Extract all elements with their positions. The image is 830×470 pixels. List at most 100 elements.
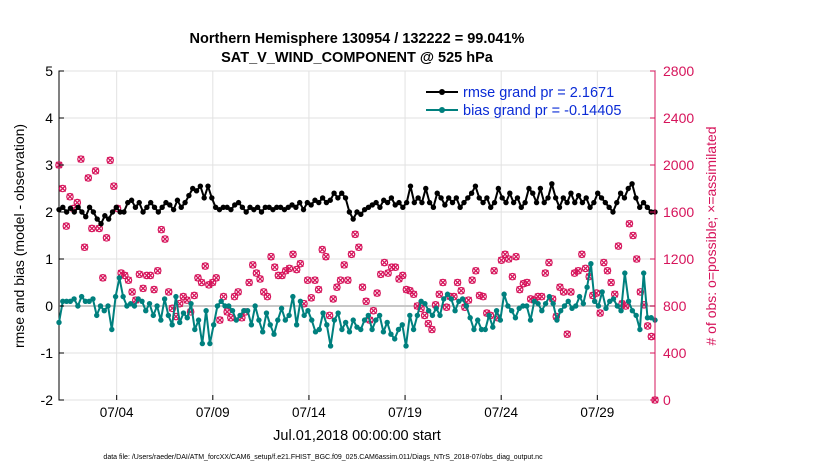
left-axis-ticks: -2 -1 0 1 2 3 4 5 — [41, 63, 64, 408]
bias-point — [501, 291, 507, 297]
rmse-point — [438, 195, 444, 201]
grid-lines — [59, 70, 655, 401]
bias-point — [358, 326, 364, 333]
obs-possible-marker — [384, 269, 392, 277]
obs-possible-marker — [139, 284, 147, 293]
right-tick-label: 1600 — [663, 204, 694, 220]
obs-assimilated-marker — [490, 267, 498, 275]
obs-possible-marker — [285, 264, 294, 273]
obs-count-point — [281, 266, 290, 275]
obs-count-point — [190, 291, 199, 300]
rmse-point — [518, 204, 524, 210]
obs-possible-marker — [600, 258, 608, 267]
obs-count-point — [603, 266, 612, 275]
obs-count-point — [380, 258, 389, 267]
obs-assimilated-marker — [468, 276, 476, 284]
bias-point — [588, 261, 594, 267]
rmse-point — [151, 204, 158, 210]
obs-assimilated-marker — [333, 283, 341, 291]
bias-point — [557, 308, 564, 314]
obs-assimilated-marker — [106, 156, 114, 164]
rmse-point — [514, 195, 521, 201]
obs-assimilated-marker — [578, 250, 586, 258]
bias-point — [94, 312, 100, 319]
rmse-point — [400, 204, 406, 210]
obs-assimilated-marker — [245, 279, 253, 286]
obs-count-point — [80, 243, 89, 252]
obs-possible-marker — [537, 292, 546, 301]
right-tick-label: 400 — [663, 345, 687, 361]
obs-possible-marker — [325, 311, 334, 320]
obs-possible-marker — [508, 272, 517, 281]
rmse-point — [358, 211, 364, 218]
rmse-point — [201, 195, 207, 201]
obs-assimilated-marker — [479, 293, 487, 301]
obs-possible-marker — [289, 250, 297, 259]
obs-count-point — [398, 271, 407, 280]
obs-possible-marker — [424, 319, 433, 328]
obs-assimilated-marker — [359, 283, 366, 291]
obs-count-point — [355, 243, 363, 252]
obs-count-point — [267, 252, 275, 261]
obs-possible-marker — [603, 266, 612, 275]
obs-possible-marker — [567, 288, 575, 296]
rmse-point — [182, 199, 188, 206]
obs-count-point — [559, 288, 568, 296]
obs-count-point — [289, 250, 297, 259]
rmse-point — [461, 199, 467, 206]
x-tick-label: 07/29 — [580, 405, 614, 420]
obs-possible-marker — [190, 291, 199, 300]
obs-possible-marker — [574, 266, 583, 275]
obs-assimilated-marker — [59, 185, 67, 192]
obs-possible-marker — [168, 304, 177, 313]
obs-count-point — [625, 219, 634, 228]
bias-point — [305, 308, 311, 314]
obs-count-point — [292, 265, 301, 274]
obs-count-point — [84, 174, 93, 182]
rmse-point — [552, 195, 559, 201]
obs-possible-marker — [355, 243, 363, 252]
obs-assimilated-marker — [596, 309, 604, 317]
obs-count-point — [358, 283, 367, 292]
bias-point — [116, 275, 123, 281]
bias-point — [101, 308, 107, 314]
x-tick-label: 07/14 — [292, 405, 326, 420]
obs-assimilated-marker — [348, 250, 355, 258]
obs-count-point — [523, 278, 531, 287]
left-tick-label: 2 — [45, 204, 53, 220]
obs-possible-marker — [515, 285, 524, 294]
bias-point — [376, 312, 383, 319]
obs-assimilated-marker — [633, 255, 641, 263]
bias-point — [463, 303, 470, 309]
rmse-point — [117, 209, 123, 215]
bias-point — [90, 296, 96, 302]
obs-count-point — [102, 234, 111, 242]
x-tick-label: 07/24 — [484, 405, 518, 420]
obs-count-point — [340, 261, 349, 269]
obs-assimilated-marker — [340, 261, 348, 269]
rmse-point — [403, 199, 410, 206]
bias-point — [414, 312, 421, 319]
obs-possible-marker — [314, 285, 323, 294]
obs-possible-marker — [504, 255, 513, 263]
rmse-point — [606, 204, 612, 210]
obs-count-point — [632, 255, 641, 263]
bias-point — [161, 296, 168, 302]
obs-possible-marker — [453, 278, 462, 287]
obs-possible-marker — [625, 219, 634, 228]
y-axis-left-label: rmse and bias (model - observation) — [11, 124, 27, 348]
rmse-point — [60, 204, 66, 210]
rmse-point — [426, 199, 433, 206]
bias-point — [229, 308, 236, 314]
bias-point — [290, 293, 296, 300]
bias-point — [165, 312, 172, 319]
obs-possible-marker — [303, 276, 312, 284]
obs-assimilated-marker — [439, 279, 447, 286]
bias-point — [524, 303, 530, 309]
obs-possible-marker — [479, 292, 487, 301]
rmse-point — [186, 192, 192, 199]
x-axis-ticks: 07/04 07/09 07/14 07/19 07/24 07/29 — [100, 395, 614, 420]
bias-point — [482, 326, 488, 333]
rmse-point — [293, 204, 299, 210]
obs-assimilated-marker — [465, 296, 472, 304]
